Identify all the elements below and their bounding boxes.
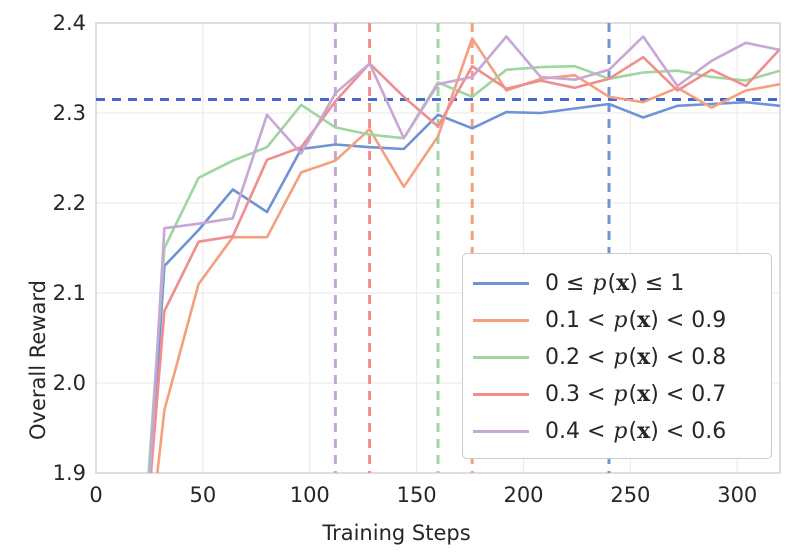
legend-item[interactable]: 0.4 < p(x) < 0.60.4 < p(x) < 0.6	[473, 412, 726, 450]
legend-item[interactable]: 0.3 < p(x) < 0.70.3 < p(x) < 0.7	[473, 375, 726, 413]
series-line	[149, 100, 780, 473]
legend-item[interactable]: 0.2 < p(x) < 0.80.2 < p(x) < 0.8	[473, 338, 726, 376]
y-axis-label: Overall Reward	[26, 280, 50, 440]
legend-item-label: 0.1 < p(x) < 0.9	[545, 307, 727, 333]
series-line	[148, 35, 780, 473]
y-tick-label: 2.1	[52, 281, 86, 305]
legend[interactable]: 0 ≤ p(x) ≤ 10 ≤ p(x) ≤ 10.1 < p(x) < 0.9…	[462, 253, 772, 459]
legend-item-label: 0.3 < p(x) < 0.7	[545, 381, 727, 407]
x-tick-label: 50	[189, 483, 217, 507]
x-tick-label: 200	[503, 483, 544, 507]
data-series	[147, 35, 780, 473]
series-line	[149, 47, 780, 473]
y-tick-label: 1.9	[52, 461, 86, 485]
x-tick-label: 150	[396, 483, 437, 507]
y-tick-label: 2.3	[52, 101, 86, 125]
y-tick-label: 2.2	[52, 191, 86, 215]
legend-item[interactable]: 0 ≤ p(x) ≤ 10 ≤ p(x) ≤ 1	[473, 264, 684, 302]
legend-item[interactable]: 0.1 < p(x) < 0.90.1 < p(x) < 0.9	[473, 301, 726, 339]
legend-color-swatch	[473, 429, 529, 433]
x-tick-label: 100	[289, 483, 330, 507]
legend-color-swatch	[473, 392, 529, 396]
y-tick-label: 2.0	[52, 371, 86, 395]
legend-color-swatch	[473, 355, 529, 359]
legend-item-label: 0.4 < p(x) < 0.6	[545, 418, 727, 444]
series-line	[156, 37, 780, 473]
x-tick-label: 250	[610, 483, 651, 507]
legend-color-swatch	[473, 281, 529, 285]
legend-color-swatch	[473, 318, 529, 322]
legend-item-label: 0.2 < p(x) < 0.8	[545, 344, 727, 370]
legend-item-label: 0 ≤ p(x) ≤ 1	[545, 270, 685, 296]
x-axis-label: Training Steps	[322, 521, 471, 545]
y-tick-label: 2.4	[52, 11, 86, 35]
x-tick-label: 0	[89, 483, 103, 507]
x-tick-label: 300	[717, 483, 758, 507]
